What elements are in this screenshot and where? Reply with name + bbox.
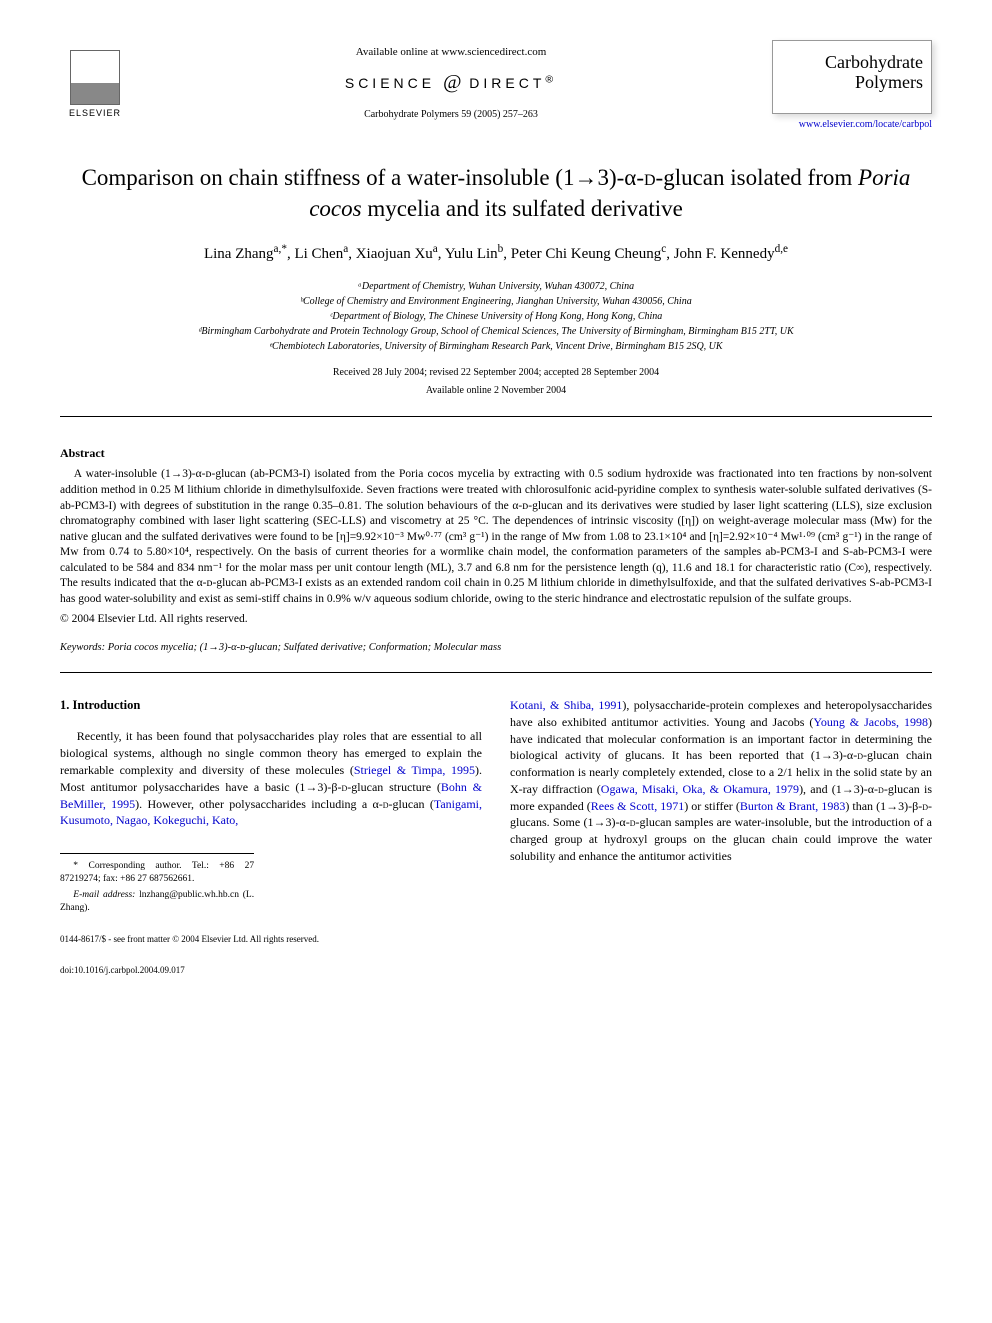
received-dates: Received 28 July 2004; revised 22 Septem… (60, 366, 932, 380)
elsevier-label: ELSEVIER (69, 107, 121, 120)
citation-link[interactable]: Burton & Brant, 1983 (740, 799, 846, 813)
journal-title-line2: Polymers (781, 73, 923, 93)
author-list: Lina Zhanga,*, Li Chena, Xiaojuan Xua, Y… (60, 242, 932, 265)
journal-reference: Carbohydrate Polymers 59 (2005) 257–263 (130, 108, 772, 122)
citation-link[interactable]: Kotani, & Shiba, 1991 (510, 698, 622, 712)
keywords-text: Poria cocos mycelia; (1→3)-α-ᴅ-glucan; S… (108, 642, 501, 653)
affiliation: ᵃDepartment of Chemistry, Wuhan Universi… (60, 279, 932, 294)
email-line: E-mail address: lnzhang@public.wh.hb.cn … (60, 889, 254, 916)
footer-issn: 0144-8617/$ - see front matter © 2004 El… (60, 933, 482, 946)
keywords-label: Keywords: (60, 642, 105, 653)
citation-link[interactable]: Ogawa, Misaki, Oka, & Okamura, 1979 (601, 782, 799, 796)
center-header: Available online at www.sciencedirect.co… (130, 40, 772, 122)
citation-link[interactable]: Bohn & BeMiller, 1995 (60, 780, 482, 811)
affiliation: ᵈBirmingham Carbohydrate and Protein Tec… (60, 324, 932, 339)
available-online-date: Available online 2 November 2004 (60, 384, 932, 398)
journal-brand-box: Carbohydrate Polymers www.elsevier.com/l… (772, 40, 932, 132)
rule (60, 416, 932, 417)
journal-title-line1: Carbohydrate (781, 53, 923, 73)
footnotes: * Corresponding author. Tel.: +86 27 872… (60, 853, 254, 915)
elsevier-tree-icon (70, 50, 120, 105)
available-online-text: Available online at www.sciencedirect.co… (130, 45, 772, 60)
elsevier-logo: ELSEVIER (60, 40, 130, 120)
affiliation: ᵇCollege of Chemistry and Environment En… (60, 294, 932, 309)
abstract-paragraph: A water-insoluble (1→3)-α-ᴅ-glucan (ab-P… (60, 467, 932, 607)
affiliations: ᵃDepartment of Chemistry, Wuhan Universi… (60, 279, 932, 354)
abstract-body: A water-insoluble (1→3)-α-ᴅ-glucan (ab-P… (60, 467, 932, 607)
citation-link[interactable]: Young & Jacobs, 1998 (813, 715, 928, 729)
article-title: Comparison on chain stiffness of a water… (80, 162, 912, 224)
footer-doi: doi:10.1016/j.carbpol.2004.09.017 (60, 964, 482, 977)
citation-link[interactable]: Striegel & Timpa, 1995 (354, 763, 475, 777)
corresponding-author: * Corresponding author. Tel.: +86 27 872… (60, 860, 254, 887)
keywords: Keywords: Poria cocos mycelia; (1→3)-α-ᴅ… (60, 641, 932, 656)
journal-url[interactable]: www.elsevier.com/locate/carbpol (772, 118, 932, 132)
right-column: Kotani, & Shiba, 1991), polysaccharide-p… (510, 697, 932, 977)
abstract-heading: Abstract (60, 445, 932, 462)
sciencedirect-logo: SCIENCE @ DIRECT® (130, 68, 772, 96)
section-heading-introduction: 1. Introduction (60, 697, 482, 715)
body-columns: 1. Introduction Recently, it has been fo… (60, 697, 932, 977)
journal-header: ELSEVIER Available online at www.science… (60, 40, 932, 132)
citation-link[interactable]: Rees & Scott, 1971 (591, 799, 685, 813)
copyright-line: © 2004 Elsevier Ltd. All rights reserved… (60, 611, 932, 627)
intro-paragraph-cont: Kotani, & Shiba, 1991), polysaccharide-p… (510, 697, 932, 865)
left-column: 1. Introduction Recently, it has been fo… (60, 697, 482, 977)
intro-paragraph: Recently, it has been found that polysac… (60, 728, 482, 829)
affiliation: ᶜDepartment of Biology, The Chinese Univ… (60, 309, 932, 324)
rule (60, 672, 932, 673)
abstract-section: Abstract A water-insoluble (1→3)-α-ᴅ-glu… (60, 445, 932, 628)
email-label: E-mail address: (73, 890, 135, 900)
affiliation: ᵉChembiotech Laboratories, University of… (60, 339, 932, 354)
journal-title-box: Carbohydrate Polymers (772, 40, 932, 114)
